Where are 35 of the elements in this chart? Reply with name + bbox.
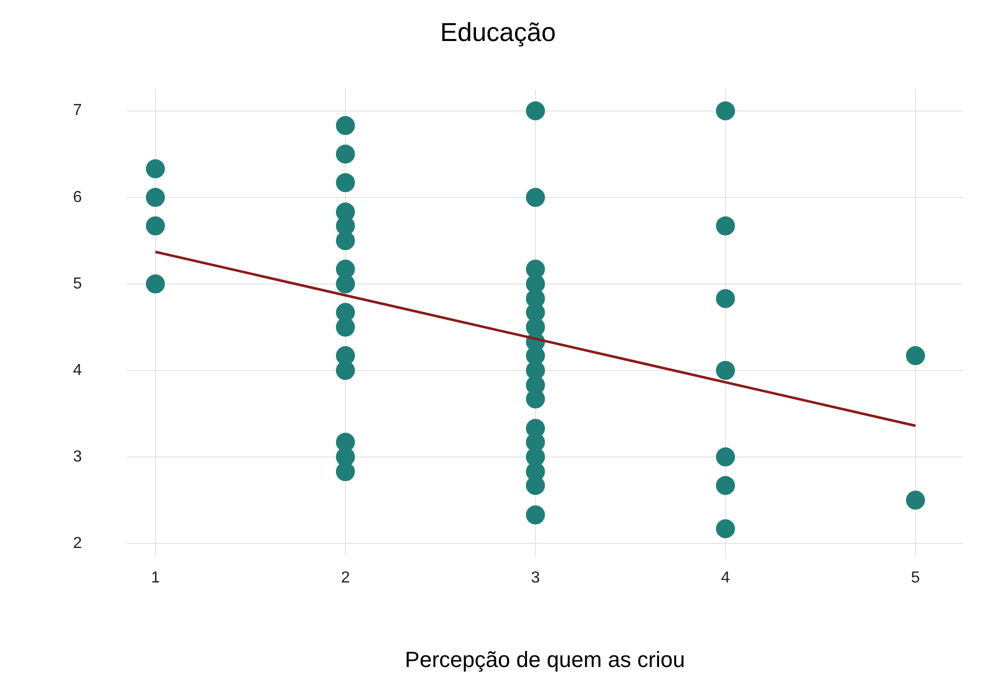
y-tick-label: 2 — [72, 534, 82, 552]
point — [526, 188, 545, 207]
point — [336, 318, 355, 337]
point — [336, 144, 355, 164]
point — [906, 490, 925, 510]
y-tick-label: 4 — [72, 362, 82, 379]
point — [146, 159, 165, 178]
x-axis-title: Percepção de quem as criou — [404, 646, 685, 672]
point — [146, 216, 165, 236]
chart-title: Educação — [440, 16, 556, 47]
x-tick-label: 3 — [530, 569, 540, 586]
point — [336, 231, 355, 250]
point — [336, 173, 355, 192]
x-tick-label: 5 — [911, 569, 920, 586]
point — [336, 116, 355, 136]
point — [146, 274, 165, 294]
point — [336, 462, 355, 482]
point — [526, 505, 545, 524]
y-tick-label: 7 — [72, 102, 82, 120]
point — [716, 101, 735, 120]
point — [716, 360, 735, 380]
point — [716, 476, 735, 495]
point — [906, 346, 925, 366]
y-tick-label: 5 — [72, 275, 82, 292]
point — [716, 289, 735, 308]
point — [716, 519, 735, 538]
y-tick-label: 6 — [72, 188, 82, 206]
point — [526, 101, 545, 120]
y-tick-label: 3 — [72, 448, 82, 466]
point — [716, 216, 735, 236]
point — [716, 447, 735, 466]
point — [146, 188, 165, 207]
x-tick-label: 4 — [721, 569, 730, 586]
x-tick-label: 1 — [150, 569, 160, 586]
x-tick-label: 2 — [340, 569, 350, 586]
